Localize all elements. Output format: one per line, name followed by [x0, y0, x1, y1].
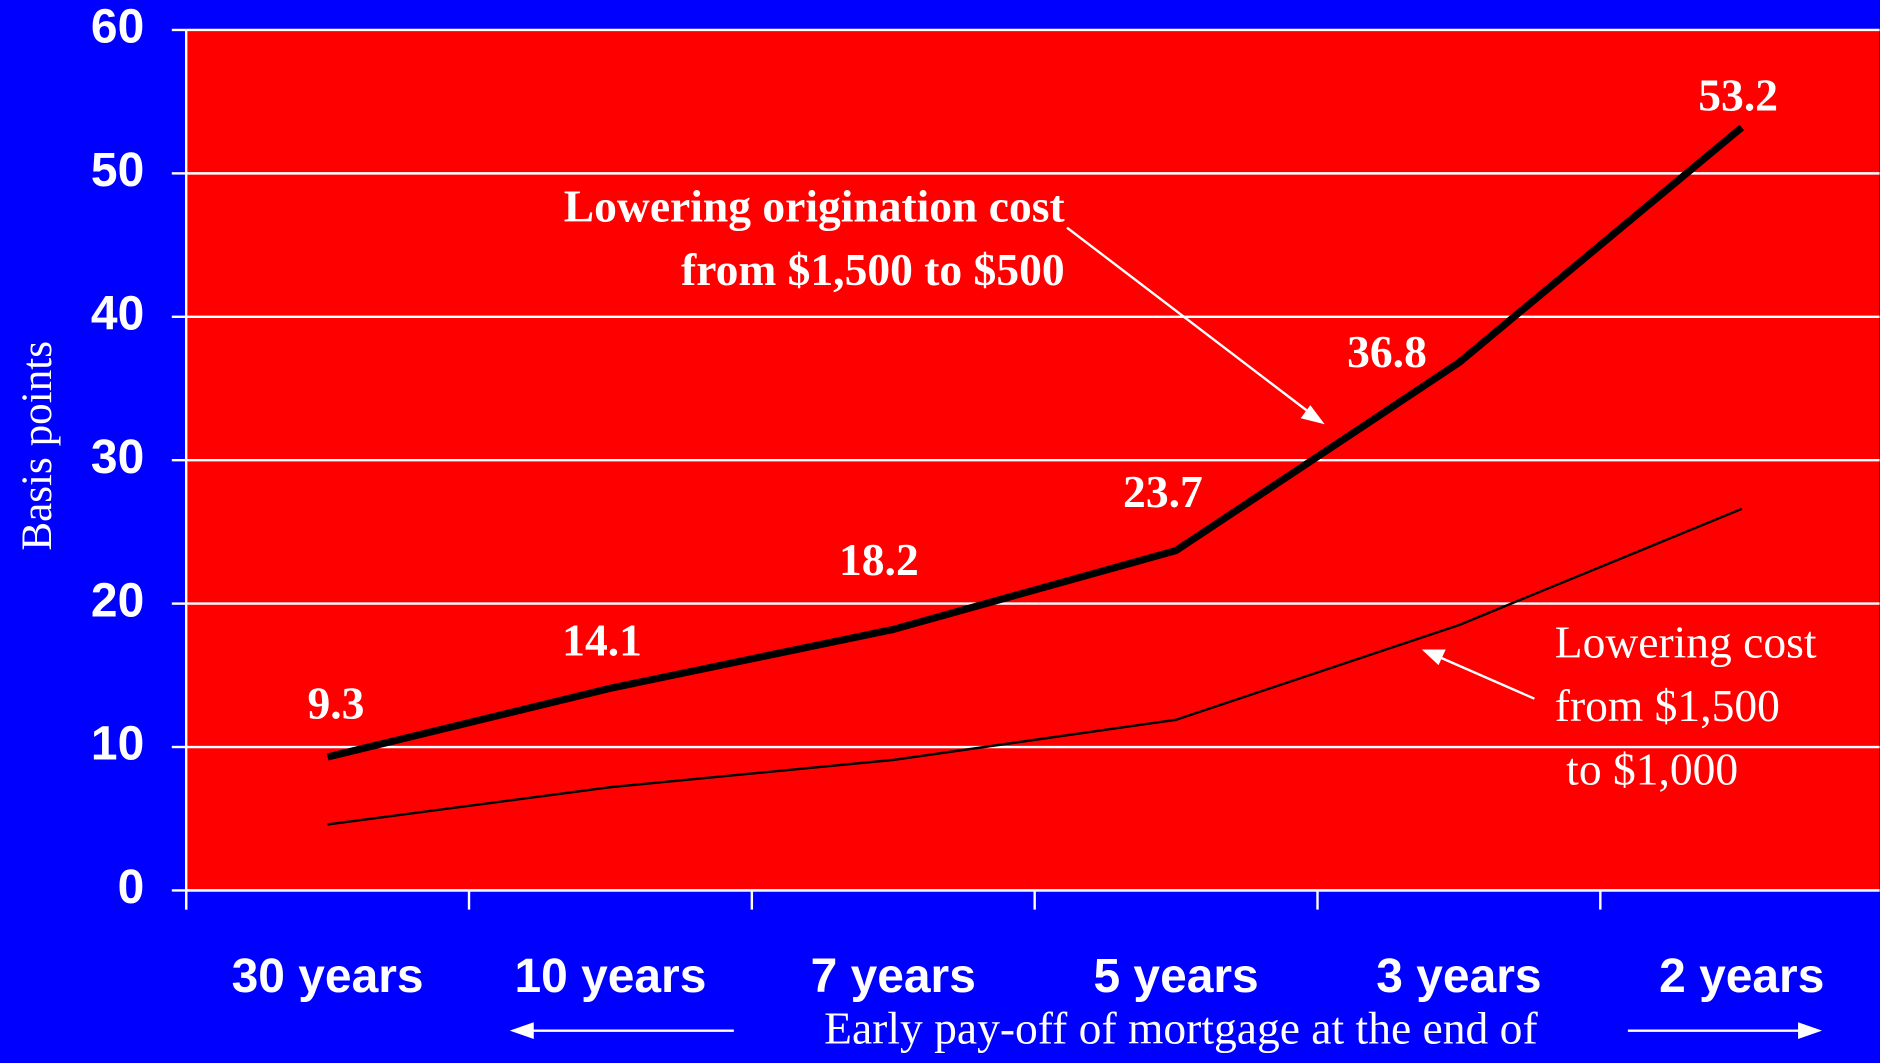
y-tick-label: 20 — [91, 574, 144, 627]
data-label: 23.7 — [1123, 466, 1203, 517]
y-tick-label: 0 — [118, 861, 145, 914]
y-tick-label: 30 — [91, 431, 144, 484]
x-tick-label: 2 years — [1659, 950, 1824, 1003]
annotation-arrows — [1066, 226, 1535, 700]
y-tick-label: 50 — [91, 144, 144, 197]
x-label-arrows — [509, 1022, 1823, 1040]
x-axis-label: Early pay-off of mortgage at the end of — [824, 1002, 1538, 1053]
data-label: 9.3 — [308, 677, 365, 728]
data-label: 14.1 — [562, 615, 642, 666]
y-tick-label: 60 — [91, 1, 144, 54]
x-tick-label: 10 years — [514, 950, 706, 1003]
series-line — [326, 124, 1745, 761]
x-tick-label: 5 years — [1093, 950, 1258, 1003]
data-label: 18.2 — [839, 534, 919, 585]
annotation: from $1,500 to $500 — [681, 244, 1065, 295]
x-tick-label: 30 years — [232, 950, 424, 1003]
y-tick-label: 40 — [91, 287, 144, 340]
annotation: to $1,000 — [1555, 744, 1738, 795]
y-tick-label: 10 — [91, 718, 144, 771]
y-axis-label: Basis points — [14, 341, 61, 551]
annotation: from $1,500 — [1555, 680, 1780, 731]
series-line — [327, 507, 1743, 826]
annotation: Lowering origination cost — [564, 180, 1065, 231]
annotation: Lowering cost — [1555, 617, 1817, 668]
data-label: 53.2 — [1698, 69, 1778, 120]
data-label: 36.8 — [1347, 326, 1427, 377]
x-tick-label: 3 years — [1376, 950, 1541, 1003]
x-tick-label: 7 years — [811, 950, 976, 1003]
